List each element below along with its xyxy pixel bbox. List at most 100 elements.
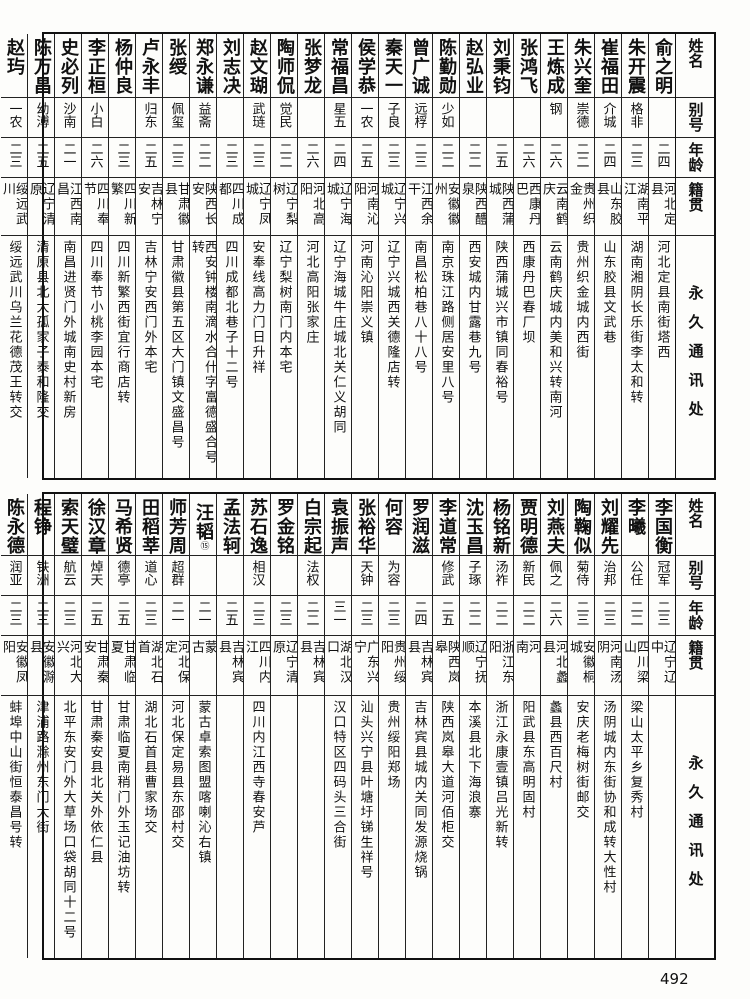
cell-native-place: 辽宁清原 — [28, 178, 54, 236]
cell-alias — [217, 98, 243, 138]
cell-name: 杨仲良 — [109, 34, 135, 98]
cell-address: 吉林宾县城内关同发源烧锅 — [406, 696, 432, 958]
table-row: 师芳周 超群 二一 河北保定 河北保定易县东邵村交 — [162, 494, 189, 958]
name-text: 陈万昌 — [31, 38, 52, 95]
cell-name: 刘耀先 — [595, 494, 621, 556]
table-row: 何容 为容 二三 贵州绥阳 贵州绥阳郑场 — [378, 494, 405, 958]
alias-text: 修武 — [438, 560, 454, 586]
cell-name: 赵文瑚 — [244, 34, 270, 98]
native-place-text: 吉林宁安 — [136, 182, 162, 227]
native-place-text: 绥远武川 — [1, 182, 27, 227]
cell-name: 赵弘业 — [460, 34, 486, 98]
cell-address: 湖北石首县曹家场交 — [136, 696, 162, 958]
cell-native-place: 四川奉节 — [82, 178, 108, 236]
alias-text: 道心 — [141, 560, 157, 586]
table-row: 李曦 公任 二二 四川梁山 梁山太平乡复秀村 — [621, 494, 648, 958]
cell-native-place: 陕西醴泉 — [460, 178, 486, 236]
cell-alias — [271, 556, 297, 596]
cell-name: 王炼成 — [541, 34, 567, 98]
cell-alias — [514, 98, 540, 138]
cell-age: 二四 — [325, 138, 351, 178]
cell-address: 清原县北大孤家子泰和隆交 — [28, 236, 54, 478]
native-place-text: 贵州绥阳 — [379, 640, 405, 685]
alias-text: 一农 — [6, 102, 22, 128]
age-text: 二六 — [546, 142, 562, 168]
cell-alias: 沙南 — [55, 98, 81, 138]
age-text: 二二 — [438, 142, 454, 168]
cell-alias: 修武 — [433, 556, 459, 596]
cell-native-place: 广东兴宁 — [352, 636, 378, 696]
header-label: 年龄 — [686, 142, 705, 172]
cell-native-place: 辽宁抚顺 — [460, 636, 486, 696]
native-place-text: 河南汤阴 — [595, 640, 621, 685]
native-place-text: 河北定县 — [649, 182, 675, 227]
cell-native-place: 河北高阳 — [298, 178, 324, 236]
header-label: 年龄 — [686, 600, 705, 630]
address-text: 辽宁兴城西关德隆店转 — [384, 240, 400, 390]
cell-address: 河南沁阳崇义镇 — [352, 236, 378, 478]
address-text: 阳武县东高明固村 — [519, 700, 535, 820]
cell-address: 梁山太平乡复秀村 — [622, 696, 648, 958]
cell-alias: 幼溥 — [28, 98, 54, 138]
alias-text: 觉民 — [276, 102, 292, 128]
cell-age: 二四 — [649, 138, 675, 178]
table-row: 郑永谦 益斋 二二 陕西长安 西安钟楼南滴水合什字富德盛合号转 — [189, 34, 216, 478]
name-text: 朱兴奎 — [571, 38, 592, 95]
cell-address: 河北保定易县东邵村交 — [163, 696, 189, 958]
cell-name: 徐汉章 — [82, 494, 108, 556]
alias-text: 一农 — [357, 102, 373, 128]
table-row: 程铮 铁洲 二三 安徽滁县 津浦路滁州东门大街 — [27, 494, 54, 958]
age-text: 二五 — [114, 600, 130, 626]
cell-age: 二一 — [55, 138, 81, 178]
table-row: 朱兴奎 崇德 二二 贵州织金 贵州织金城内西街 — [567, 34, 594, 478]
age-text: 二五 — [87, 600, 103, 626]
header-label: 别号 — [686, 102, 705, 132]
table-row: 田稻莘 道心 二三 湖北石首 湖北石首县曹家场交 — [135, 494, 162, 958]
cell-age: 二三 — [352, 596, 378, 636]
name-text: 刘耀先 — [598, 498, 619, 555]
address-text: 甘肃秦安县北关外依仁县 — [87, 700, 103, 865]
cell-age: 二二 — [514, 596, 540, 636]
cell-alias: 益斋 — [190, 98, 216, 138]
native-place-text: 安徽凤阳 — [1, 640, 27, 685]
cell-name: 白宗起 — [298, 494, 324, 556]
native-place-text: 甘肃徽县 — [163, 182, 189, 227]
cell-native-place: 安徽凤阳 — [1, 636, 27, 696]
age-text: 二三 — [249, 142, 265, 168]
page-number: 492 — [660, 970, 689, 988]
native-place-text: 辽宁清原 — [271, 640, 297, 685]
age-text: 二三 — [276, 600, 292, 626]
alias-text: 超群 — [168, 560, 184, 586]
name-text: 马希贤 — [112, 498, 133, 555]
cell-native-place: 陕西蒲城 — [487, 178, 513, 236]
address-text: 贵州织金城内西街 — [573, 240, 589, 360]
address-text: 南昌松柏巷八十八号 — [411, 240, 427, 375]
cell-age: 二三 — [1, 138, 27, 178]
cell-age: 二三 — [649, 596, 675, 636]
table-row: 王炼成钢二六 云南鹤庆 云南鹤庆城内美和兴转南河 — [540, 34, 567, 478]
native-place-text: 陕西长安 — [190, 182, 216, 227]
alias-text: 子琢 — [465, 560, 481, 586]
alias-text: 沙南 — [60, 102, 76, 128]
cell-alias — [406, 556, 432, 596]
cell-name: 杨铭新 — [487, 494, 513, 556]
cell-native-place: 吉林宾县 — [298, 636, 324, 696]
native-place-text: 安徽桐城 — [568, 640, 594, 685]
address-text: 清原县北大孤家子泰和隆交 — [33, 240, 49, 420]
age-text: 二六 — [303, 142, 319, 168]
table-row: 白宗起 法权 二二 吉林宾县 — [297, 494, 324, 958]
cell-age: 二二 — [460, 596, 486, 636]
name-text: 田稻莘 — [139, 498, 160, 555]
cell-age: 二二 — [298, 596, 324, 636]
address-text: 四川新繁西街宜行商店转 — [114, 240, 130, 405]
cell-age: 二六 — [82, 138, 108, 178]
cell-age: 二五 — [28, 138, 54, 178]
cell-address: 蚌埠中山街恒泰昌号转 — [1, 696, 27, 958]
name-text: 刘志决 — [220, 38, 241, 95]
address-text: 蠡县西百尺村 — [546, 700, 562, 790]
alias-text: 远桴 — [411, 102, 427, 128]
cell-age: 二三 — [406, 138, 432, 178]
cell-address: 河北定县南街塔西 — [649, 236, 675, 478]
alias-text: 益斋 — [195, 102, 211, 128]
cell-native-place: 绥远武川 — [1, 178, 27, 236]
